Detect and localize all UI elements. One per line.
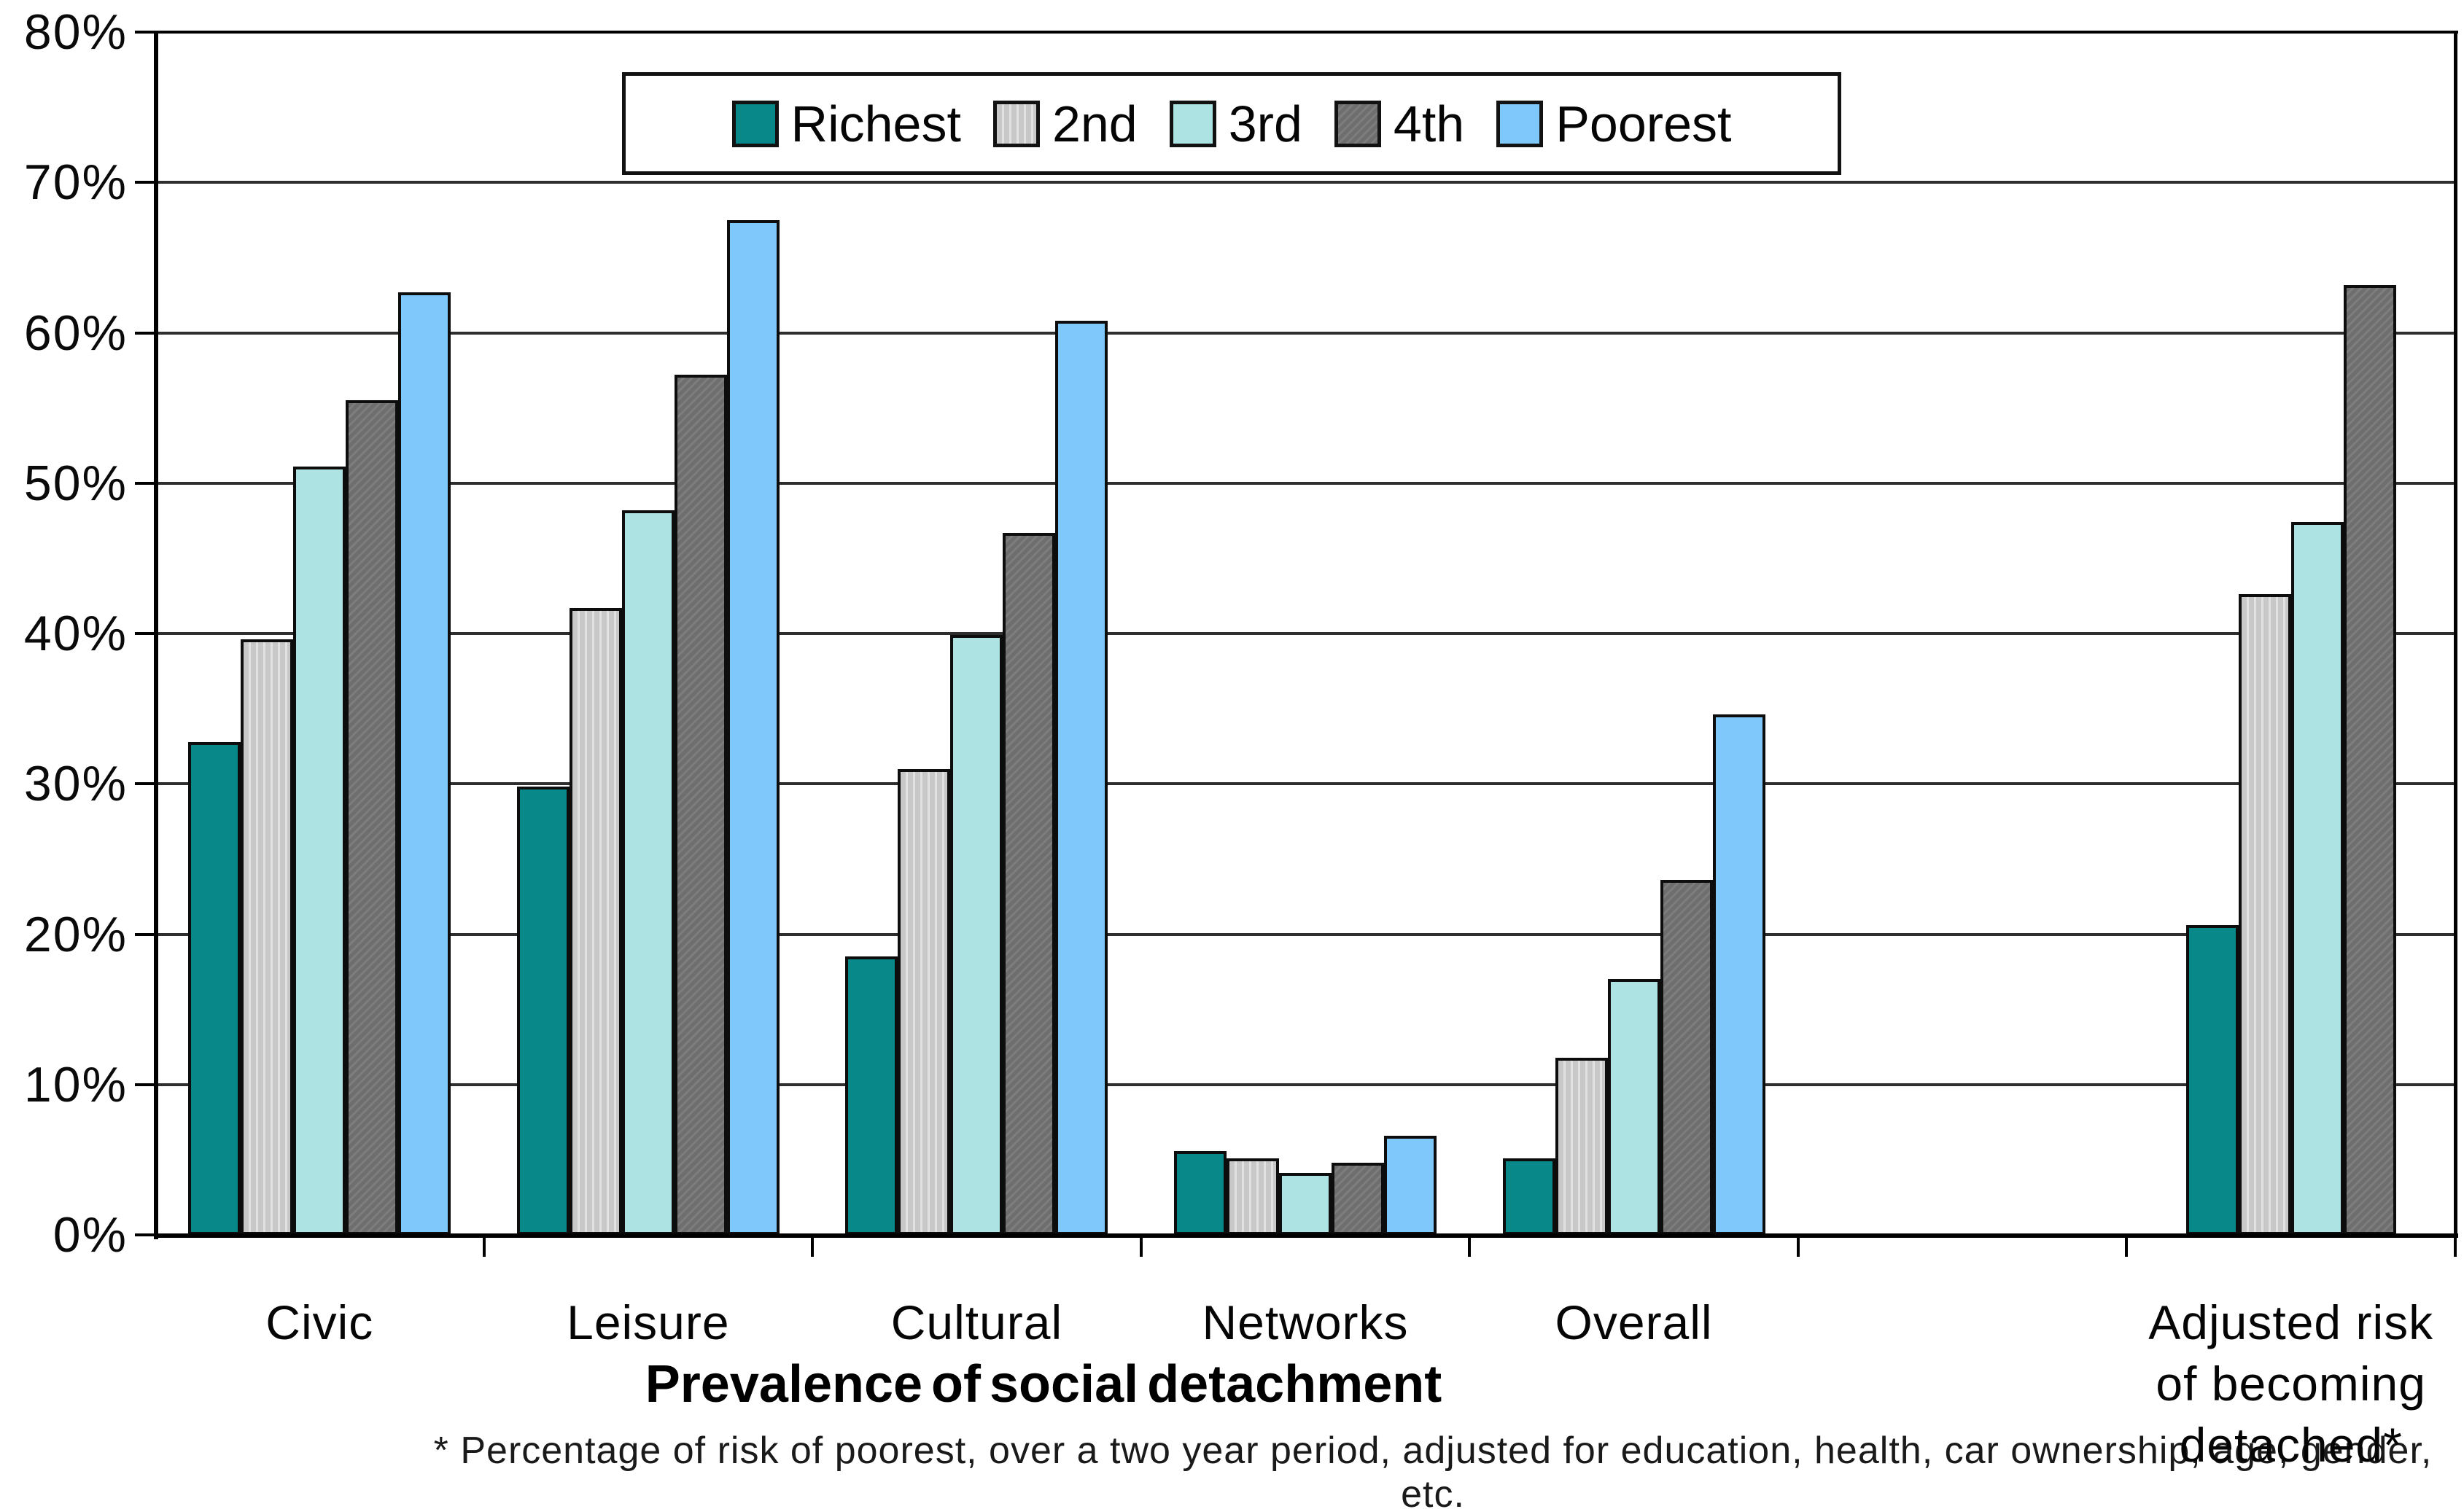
legend-swatch-icon [1496,100,1544,147]
category-label-line: Cultural [890,1295,1063,1349]
legend-label: 3rd [1228,95,1302,152]
bar-4th-adjusted-risk-of-becoming-detached- [2343,284,2396,1235]
gridline [155,331,2455,335]
bar-richest-networks [1174,1150,1227,1235]
y-axis-tick [135,632,155,635]
y-tick-label: 40% [23,606,128,661]
y-tick-label: 80% [23,4,128,60]
y-axis-tick [135,331,155,335]
x-axis-line [154,1233,2458,1238]
bar-2nd-leisure [569,607,622,1235]
y-tick-label: 20% [23,906,128,962]
x-axis-title: Prevalence of social detachment [645,1355,1442,1414]
bar-4th-civic [346,400,399,1235]
category-label-line: Overall [1555,1295,1713,1349]
category-label-line: Networks [1202,1295,1409,1349]
bar-poorest-overall [1712,714,1765,1235]
x-axis-tick [1468,1235,1472,1257]
bar-richest-civic [188,741,241,1235]
footnote: * Percentage of risk of poorest, over a … [433,1430,2433,1509]
y-tick-label: 60% [23,305,128,361]
legend-label: 2nd [1052,95,1138,152]
plot-right-border [2454,31,2457,1238]
x-axis-tick [811,1235,815,1257]
y-axis-tick [135,1083,155,1086]
y-axis-tick [135,181,155,184]
bar-richest-leisure [516,787,570,1235]
bar-poorest-networks [1384,1135,1437,1235]
bar-poorest-civic [398,292,451,1235]
legend-swatch-icon [992,100,1040,147]
legend-label: Richest [790,95,961,152]
category-label-line: Civic [265,1295,374,1349]
legend-label: 4th [1393,95,1465,152]
legend-item-4th: 4th [1334,95,1464,153]
gridline [155,481,2455,485]
bar-richest-overall [1502,1158,1555,1235]
y-axis-tick [135,782,155,786]
y-axis-tick [135,481,155,485]
bar-2nd-overall [1555,1057,1608,1235]
bar-3rd-leisure [621,510,675,1235]
y-tick-label: 70% [23,155,128,211]
gridline [155,782,2455,786]
bar-2nd-civic [241,639,294,1235]
legend-swatch-icon [731,100,779,147]
plot-top-border [155,31,2458,34]
y-tick-label: 0% [53,1207,128,1263]
y-axis-tick [135,31,155,34]
category-label-line: Adjusted risk [2148,1295,2434,1349]
y-axis-tick [135,932,155,936]
x-axis-tick [2125,1235,2129,1257]
category-label: Cultural [772,1292,1181,1353]
legend-item-richest: Richest [731,95,961,153]
bar-4th-leisure [674,375,727,1235]
x-axis-tick [1139,1235,1143,1257]
bar-2nd-cultural [898,768,951,1235]
bar-richest-adjusted-risk-of-becoming-detached- [2185,925,2239,1235]
bar-2nd-adjusted-risk-of-becoming-detached- [2238,594,2291,1235]
x-axis-tick [482,1235,486,1257]
category-label: Adjusted risk of becoming detached* [2087,1292,2464,1475]
bar-poorest-cultural [1055,321,1108,1235]
bar-3rd-networks [1279,1173,1332,1235]
y-axis-line [154,31,158,1239]
category-label-line: Leisure [567,1295,730,1349]
y-axis-tick [135,1233,155,1236]
gridline [155,181,2455,184]
bar-4th-overall [1660,880,1713,1235]
y-tick-label: 50% [23,455,128,511]
bar-3rd-adjusted-risk-of-becoming-detached- [2290,522,2344,1235]
gridline [155,632,2455,635]
legend-item-3rd: 3rd [1169,95,1302,153]
x-axis-tick [1796,1235,1800,1257]
bar-4th-networks [1332,1163,1384,1235]
bar-3rd-civic [293,467,346,1235]
category-label: Overall [1430,1292,1838,1353]
category-label-line: detached* [2179,1418,2403,1472]
y-tick-label: 30% [23,756,128,812]
legend-item-2nd: 2nd [992,95,1138,153]
bar-4th-cultural [1003,532,1056,1235]
bar-richest-cultural [845,956,898,1235]
gridline [155,1083,2455,1086]
category-label-line: of becoming [2156,1357,2426,1411]
category-label: Civic [115,1292,524,1353]
gridline [155,932,2455,936]
category-label: Networks [1101,1292,1509,1353]
x-axis-tick [2454,1235,2457,1257]
bar-poorest-leisure [726,219,780,1235]
category-label: Leisure [444,1292,852,1353]
bar-3rd-cultural [950,635,1003,1235]
bar-3rd-overall [1607,979,1660,1235]
bar-2nd-networks [1227,1158,1279,1235]
legend-swatch-icon [1334,100,1381,147]
legend-item-poorest: Poorest [1496,95,1731,153]
legend: Richest 2nd 3rd 4th Poorest [622,72,1841,175]
legend-swatch-icon [1169,100,1216,147]
legend-label: Poorest [1555,95,1732,152]
y-tick-label: 10% [23,1056,128,1112]
